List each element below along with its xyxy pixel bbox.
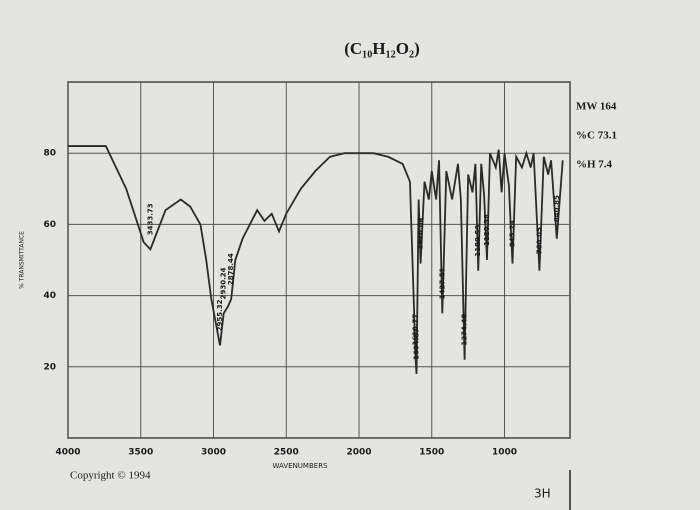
y-tick-label: 80	[43, 149, 56, 159]
peak-label: 1604.87	[413, 328, 421, 360]
peak-label: 1274.48	[461, 314, 469, 346]
x-tick-label: 2500	[274, 448, 299, 458]
copyright: Copyright © 1994	[70, 470, 151, 482]
y-tick-label: 60	[43, 220, 56, 230]
x-tick-label: 3000	[201, 448, 226, 458]
side-note: %H 7.4	[576, 159, 613, 171]
peak-label: 1610.77	[412, 314, 420, 346]
chart-title: (C₁₀H₁₂O₂)	[344, 39, 420, 58]
y-tick-label: 40	[43, 291, 56, 301]
peak-label: 640.85	[553, 195, 561, 222]
peak-label: 2955.32	[216, 299, 224, 331]
page-mark: 3H	[534, 487, 551, 501]
peak-label: 1180.59	[474, 225, 482, 257]
x-tick-label: 1000	[492, 448, 517, 458]
peak-label: 1120.58	[483, 214, 491, 246]
x-axis-label: WAVENUMBERS	[272, 462, 328, 470]
y-tick-label: 20	[43, 362, 56, 372]
x-tick-label: 1500	[419, 448, 444, 458]
peak-label: 2878.44	[227, 253, 235, 285]
peak-label: 1576.84	[417, 217, 425, 249]
peak-label: 760.05	[535, 227, 543, 254]
side-note: MW 164	[576, 101, 617, 113]
x-tick-label: 3500	[128, 448, 153, 458]
x-tick-label: 2000	[346, 448, 371, 458]
y-axis-label: % TRANSMITTANCE	[19, 231, 26, 289]
peak-label: 2930.24	[220, 267, 228, 299]
side-note: %C 73.1	[576, 130, 617, 142]
peak-label: 3433.73	[146, 203, 154, 235]
spectrum-line	[68, 145, 564, 374]
x-tick-label: 4000	[55, 448, 80, 458]
peak-label: 945.24	[508, 220, 516, 247]
peak-label: 1427.51	[438, 267, 446, 299]
